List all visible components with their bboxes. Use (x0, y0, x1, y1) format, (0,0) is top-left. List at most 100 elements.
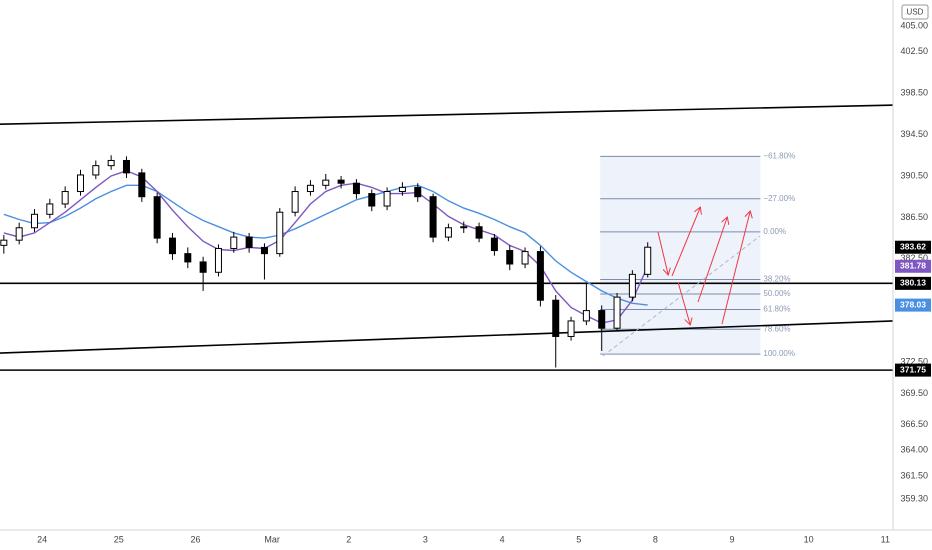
price-badge (895, 259, 931, 273)
candle-body (414, 186, 422, 198)
candle-body (153, 196, 161, 239)
candle-body (291, 191, 299, 213)
y-tick-label: 366.50 (900, 419, 928, 429)
candle-body (552, 299, 560, 337)
fib-label: −61.80% (763, 151, 795, 160)
fib-label: 61.80% (763, 305, 790, 314)
price-badge-label: 371.75 (900, 364, 926, 374)
candle-body (644, 246, 652, 275)
currency: USD (907, 8, 924, 17)
candle-body (582, 310, 590, 322)
candle-body (230, 236, 238, 249)
axis-labels: 405.00 402.50 398.50 394.50 390.50 386.50 382.… (37, 20, 931, 544)
price-badge-label: 383.62 (900, 241, 926, 251)
fib-label: −27.00% (763, 194, 795, 203)
candle-body (460, 226, 468, 229)
candle-body (322, 179, 330, 186)
arrow (671, 208, 700, 277)
candle-body (168, 237, 176, 255)
y-tick-label: 402.50 (900, 46, 928, 56)
x-tick-label: Mar (264, 534, 280, 544)
arrow (657, 231, 668, 274)
x-tick-label: 26 (190, 534, 200, 544)
trend-line (0, 104, 894, 126)
x-tick-label: 10 (804, 534, 814, 544)
candle-body (536, 251, 544, 301)
candle-body (337, 179, 345, 184)
x-tick-label: 11 (881, 534, 890, 544)
currency-badge (901, 4, 929, 20)
candle-body (521, 251, 529, 265)
price-badge-label: 378.03 (900, 299, 926, 309)
moving-average (3, 184, 648, 306)
candle-body (598, 310, 606, 329)
candle-body (92, 165, 100, 176)
fib-label: 78.60% (763, 324, 790, 333)
trend-line (0, 320, 894, 354)
candle-body (76, 174, 84, 193)
x-tick-label: 3 (423, 534, 428, 544)
y-tick-label: 369.50 (900, 388, 928, 398)
candle-body (199, 261, 207, 273)
candle-body (383, 191, 391, 207)
fib-retracement: −61.80% −27.00% 0.00% 38.20% 50.00% 61.80% 78.… (600, 151, 795, 358)
y-tick-label: 386.50 (900, 212, 928, 222)
y-tick-label: 372.50 (900, 357, 928, 367)
fib-label: 38.20% (763, 275, 790, 284)
price-badge (895, 240, 931, 254)
candle-body (30, 213, 38, 229)
candle-body (352, 182, 360, 195)
candle-body (613, 296, 621, 329)
candle-body (490, 237, 498, 252)
candle-body (306, 184, 314, 193)
x-tick-label: 24 (37, 534, 47, 544)
y-tick-label: 394.50 (900, 129, 928, 139)
y-tick-label: 359.30 (900, 493, 928, 503)
fib-label: 50.00% (763, 289, 790, 298)
arrow (677, 281, 690, 324)
fib-label: 100.00% (763, 349, 795, 358)
y-tick-label: 398.50 (900, 88, 928, 98)
candle-body (61, 191, 69, 205)
candle-body (398, 186, 406, 193)
y-tick-label: 390.50 (900, 170, 928, 180)
price-badge-label: 381.78 (900, 261, 926, 271)
candle-body (276, 211, 284, 255)
candle-body (122, 159, 130, 174)
candle-body (245, 236, 253, 248)
y-tick-label: 361.50 (900, 471, 928, 481)
price-badge-label: 380.13 (900, 278, 926, 288)
x-tick-label: 25 (114, 534, 124, 544)
y-tick-label: 405.00 (900, 20, 928, 30)
candle-body (184, 253, 192, 263)
plot-area (0, 104, 894, 371)
arrow (697, 218, 727, 303)
candle-body (0, 239, 8, 246)
candle-body (15, 227, 23, 241)
candle-body (214, 247, 222, 273)
candle-body (46, 203, 54, 215)
x-tick-label: 2 (346, 534, 351, 544)
candle-body (138, 172, 146, 198)
dashed-guide (602, 235, 761, 357)
price-badge (895, 363, 931, 377)
price-badge (895, 298, 931, 312)
candle-body (368, 193, 376, 207)
candle-body (628, 273, 636, 298)
candle-body (567, 320, 575, 337)
price-badge (895, 276, 931, 290)
x-tick-label: 5 (576, 534, 581, 544)
candle-body (107, 159, 115, 167)
candle-body (506, 250, 514, 265)
candle-body (260, 246, 268, 255)
x-tick-label: 4 (500, 534, 505, 544)
projection-arrows (657, 208, 750, 325)
arrow (721, 212, 750, 325)
candle-body (475, 226, 483, 239)
x-tick-label: 8 (653, 534, 658, 544)
candle-body (444, 227, 452, 238)
y-tick-label: 382.50 (900, 253, 928, 263)
candle-body (429, 196, 437, 238)
